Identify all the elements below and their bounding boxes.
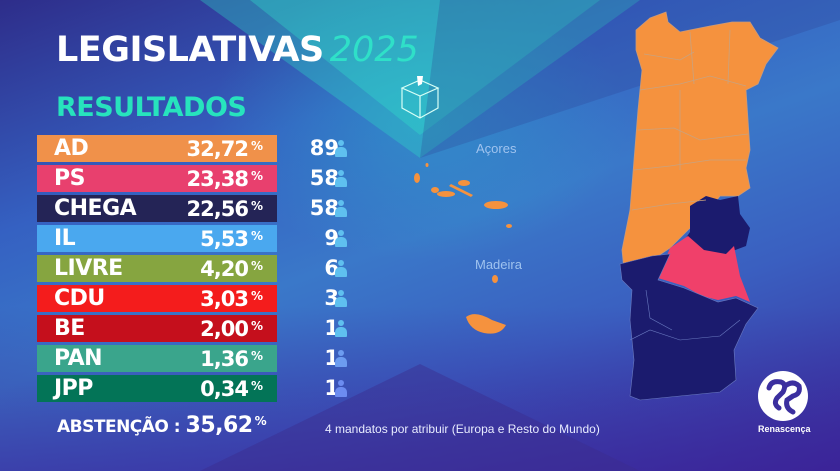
party-bar: AD 32,72% [37,135,277,162]
result-row-chega: CHEGA 22,56% 58 [37,195,367,225]
person-icon [335,290,347,307]
seat-count: 58 [309,166,339,190]
party-bar: IL 5,53% [37,225,277,252]
abstention-value: 35,62 [185,413,254,438]
islands-map [414,163,512,334]
region-chega-south [619,253,759,401]
party-percent: 1,36% [200,346,263,371]
seat-count: 58 [309,196,339,220]
person-icon [335,200,347,217]
seat-count: 1 [324,346,339,370]
pending-seats-note: 4 mandatos por atribuir (Europa e Resto … [325,422,600,436]
brand-name: Renascença [758,424,811,434]
results-table: AD 32,72% 89 PS 23,38% 58 CHEGA 22,56% 5… [37,135,367,405]
party-bar: LIVRE 4,20% [37,255,277,282]
abstention-unit: % [254,414,267,428]
party-name: LIVRE [54,256,123,281]
abstention: ABSTENÇÃO : 35,62% [57,413,267,438]
seat-count: 3 [324,286,339,310]
title-text: LEGISLATIVAS [56,30,324,70]
party-name: BE [54,316,85,341]
party-bar: CDU 3,03% [37,285,277,312]
result-row-livre: LIVRE 4,20% 6 [37,255,367,285]
party-percent: 22,56% [186,196,263,221]
seat-count: 9 [324,226,339,250]
result-row-jpp: JPP 0,34% 1 [37,375,367,405]
person-icon [335,260,347,277]
party-bar: BE 2,00% [37,315,277,342]
party-name: PAN [54,346,103,371]
person-icon [335,230,347,247]
party-name: PS [54,166,85,191]
seat-count: 1 [324,316,339,340]
result-row-pan: PAN 1,36% 1 [37,345,367,375]
party-bar: PS 23,38% [37,165,277,192]
party-percent: 2,00% [200,316,263,341]
seat-count: 89 [309,136,339,160]
result-row-il: IL 5,53% 9 [37,225,367,255]
seat-count: 6 [324,256,339,280]
result-row-ps: PS 23,38% 58 [37,165,367,195]
person-icon [335,320,347,337]
azores-label: Açores [476,141,517,156]
seat-count: 1 [324,376,339,400]
title-year: 2025 [329,30,419,70]
party-percent: 5,53% [200,226,263,251]
page-title: LEGISLATIVAS 2025 [56,30,419,70]
person-icon [335,170,347,187]
party-bar: JPP 0,34% [37,375,277,402]
renascenca-logo-icon [758,371,808,421]
result-row-cdu: CDU 3,03% 3 [37,285,367,315]
party-name: CDU [54,286,105,311]
party-bar: PAN 1,36% [37,345,277,372]
madeira-label: Madeira [475,257,522,272]
party-bar: CHEGA 22,56% [37,195,277,222]
party-percent: 0,34% [200,376,263,401]
party-name: AD [54,136,89,161]
results-heading: RESULTADOS [56,92,247,123]
ballot-box-icon [400,76,440,119]
party-percent: 3,03% [200,286,263,311]
person-icon [335,350,347,367]
party-name: IL [54,226,76,251]
result-row-ad: AD 32,72% 89 [37,135,367,165]
party-percent: 4,20% [200,256,263,281]
abstention-label: ABSTENÇÃO : [57,417,181,437]
person-icon [335,380,347,397]
party-name: JPP [54,376,93,401]
party-percent: 23,38% [186,166,263,191]
result-row-be: BE 2,00% 1 [37,315,367,345]
portugal-map [619,11,779,401]
party-percent: 32,72% [186,136,263,161]
party-name: CHEGA [54,196,137,221]
person-icon [335,140,347,157]
region-ps-evora [658,236,750,302]
